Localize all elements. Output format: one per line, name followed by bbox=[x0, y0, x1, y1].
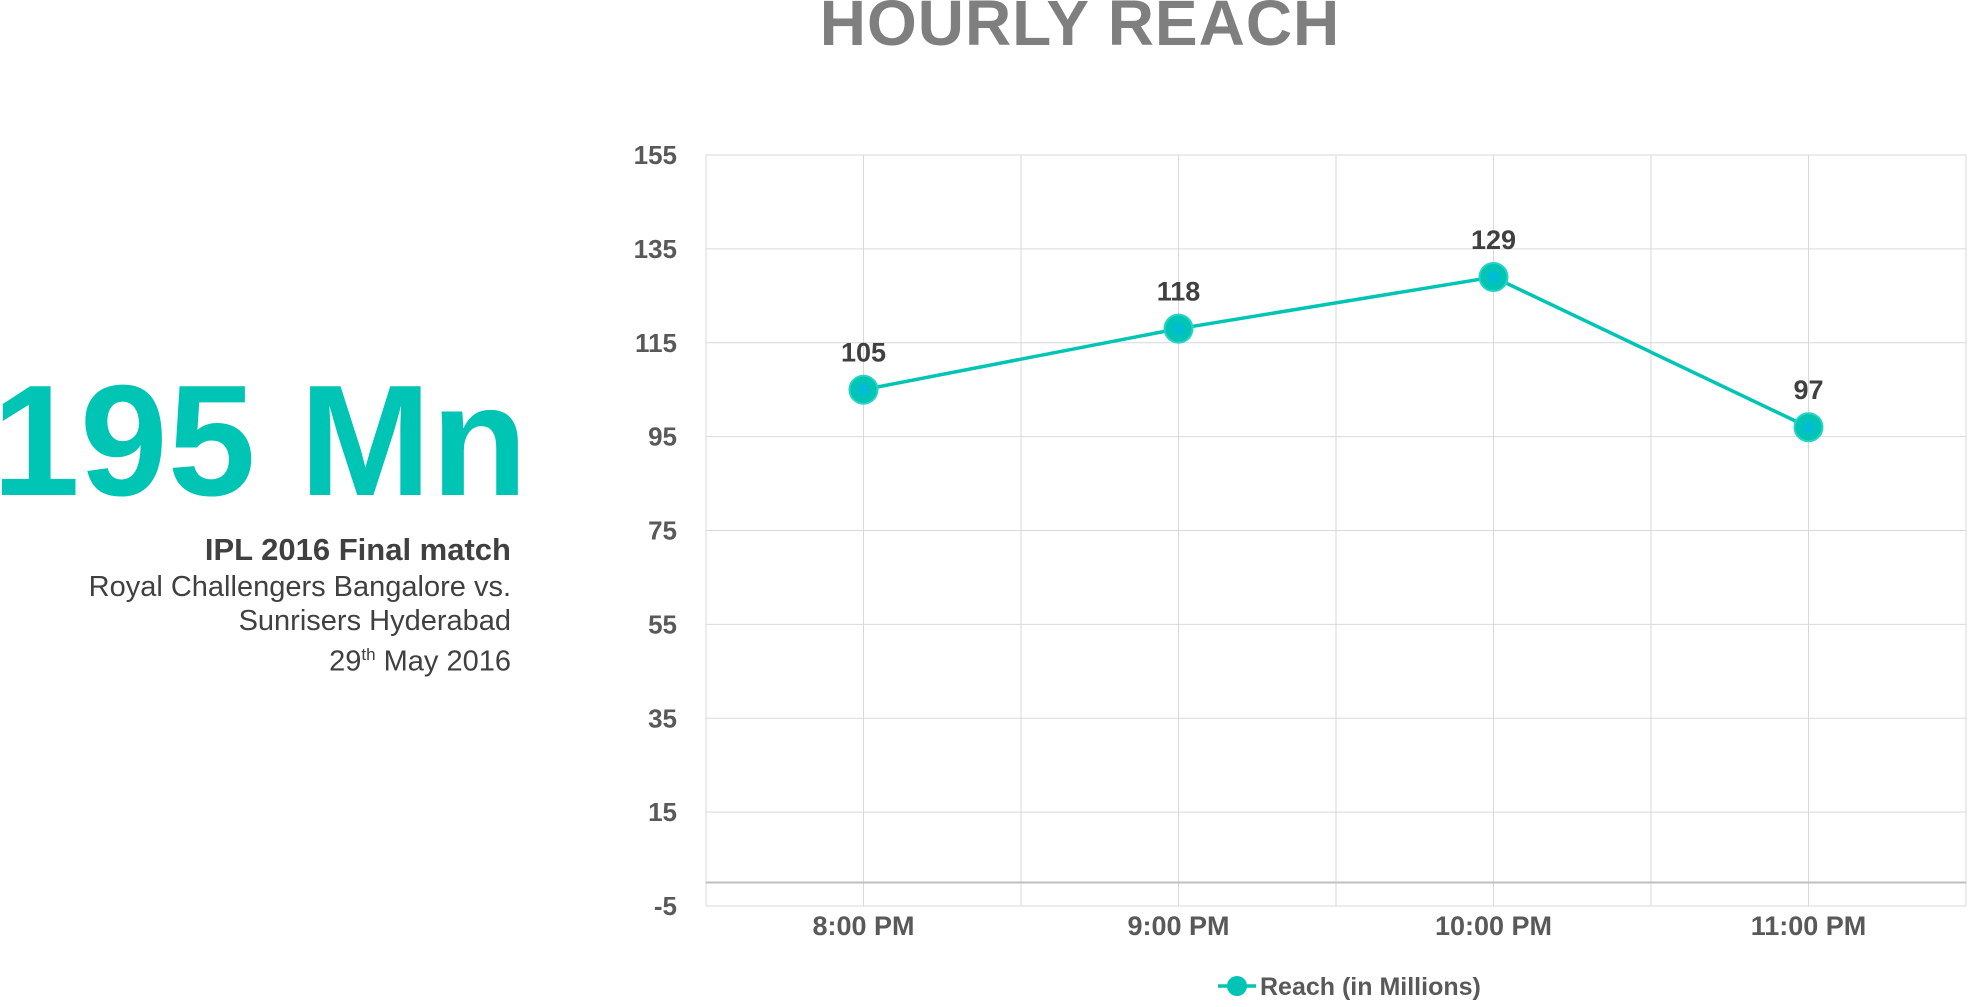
match-teams-line-1: Royal Challengers Bangalore vs. bbox=[88, 571, 511, 603]
y-tick-label: 75 bbox=[648, 516, 677, 546]
headline-figure: 195 Mn bbox=[0, 353, 528, 529]
x-tick-label: 10:00 PM bbox=[1435, 911, 1552, 941]
data-point-center bbox=[857, 383, 870, 396]
data-point-center bbox=[1802, 421, 1815, 434]
match-teams-line-2: Sunrisers Hyderabad bbox=[238, 605, 511, 637]
series-line bbox=[863, 275, 1810, 429]
legend-label: Reach (in Millions) bbox=[1260, 973, 1481, 1001]
x-tick-label: 11:00 PM bbox=[1751, 911, 1867, 941]
x-tick-label: 8:00 PM bbox=[812, 911, 914, 941]
match-date: 29th May 2016 bbox=[0, 638, 511, 679]
match-date-rest: May 2016 bbox=[375, 645, 511, 678]
legend: Reach (in Millions) bbox=[1218, 973, 1481, 1001]
data-point-center bbox=[1487, 271, 1500, 284]
y-axis-tick-labels: 155 135 115 95 75 55 35 15 -5 bbox=[634, 140, 677, 921]
data-label: 129 bbox=[1471, 225, 1516, 255]
series-layer: 105 118 129 97 bbox=[841, 225, 1824, 443]
x-axis-tick-labels: 8:00 PM 9:00 PM 10:00 PM 11:00 PM bbox=[812, 911, 1866, 941]
chart-title: HOURLY REACH bbox=[819, 0, 1341, 59]
y-tick-label: 95 bbox=[648, 422, 677, 452]
y-tick-label: 115 bbox=[635, 328, 677, 358]
data-label: 118 bbox=[1157, 277, 1201, 307]
match-title: IPL 2016 Final match bbox=[204, 532, 511, 567]
match-date-day: 29 bbox=[329, 645, 362, 678]
data-label: 105 bbox=[841, 338, 886, 368]
legend-marker bbox=[1227, 976, 1247, 996]
x-tick-label: 9:00 PM bbox=[1127, 911, 1229, 941]
y-tick-label: 15 bbox=[648, 797, 677, 827]
y-tick-label: 55 bbox=[648, 609, 677, 639]
y-tick-label: 35 bbox=[648, 703, 677, 733]
match-info: IPL 2016 Final match Royal Challengers B… bbox=[0, 530, 511, 679]
data-label: 97 bbox=[1793, 375, 1823, 405]
match-date-suffix: th bbox=[361, 645, 376, 664]
y-tick-label: -5 bbox=[654, 891, 677, 921]
data-point-center bbox=[1172, 322, 1185, 335]
gridlines bbox=[705, 154, 1967, 907]
y-tick-label: 135 bbox=[634, 234, 677, 264]
y-tick-label: 155 bbox=[634, 140, 677, 170]
